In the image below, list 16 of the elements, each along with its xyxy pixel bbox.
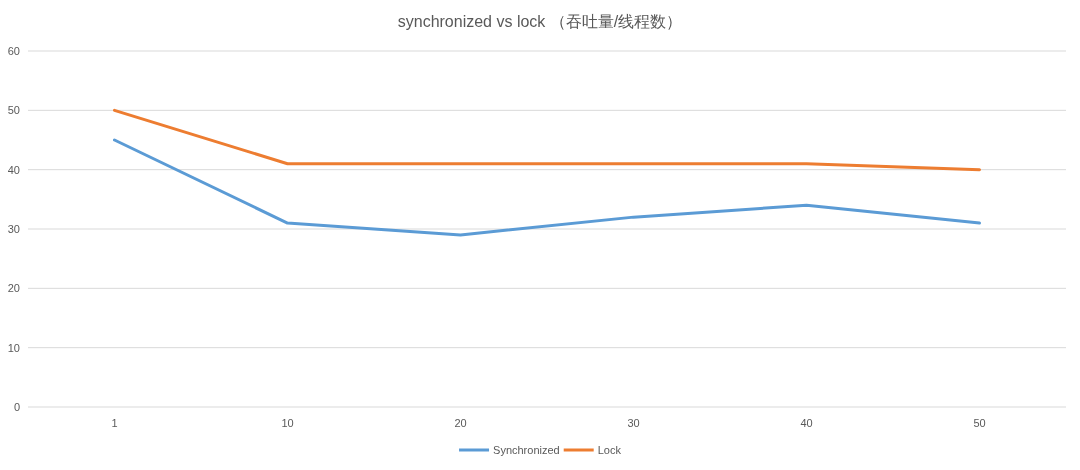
x-tick-label: 40 <box>800 417 813 429</box>
y-tick-label: 40 <box>7 163 20 176</box>
y-tick-label: 20 <box>7 282 20 295</box>
legend-label: Lock <box>597 444 621 456</box>
x-tick-label: 50 <box>973 417 986 429</box>
x-tick-label: 20 <box>454 417 467 429</box>
y-tick-label: 30 <box>7 223 20 235</box>
x-tick-label: 30 <box>627 417 640 429</box>
title: synchronized vs lock （吞吐量/线程数） <box>397 13 683 30</box>
y-tick-label: 0 <box>13 401 20 413</box>
y-tick-label: 60 <box>7 45 20 57</box>
x-tick-label: 1 <box>111 417 118 429</box>
y-tick-label: 50 <box>7 104 20 117</box>
y-tick-label: 10 <box>7 341 20 354</box>
x-tick-label: 10 <box>281 417 294 429</box>
legend-label: Synchronized <box>493 444 560 456</box>
